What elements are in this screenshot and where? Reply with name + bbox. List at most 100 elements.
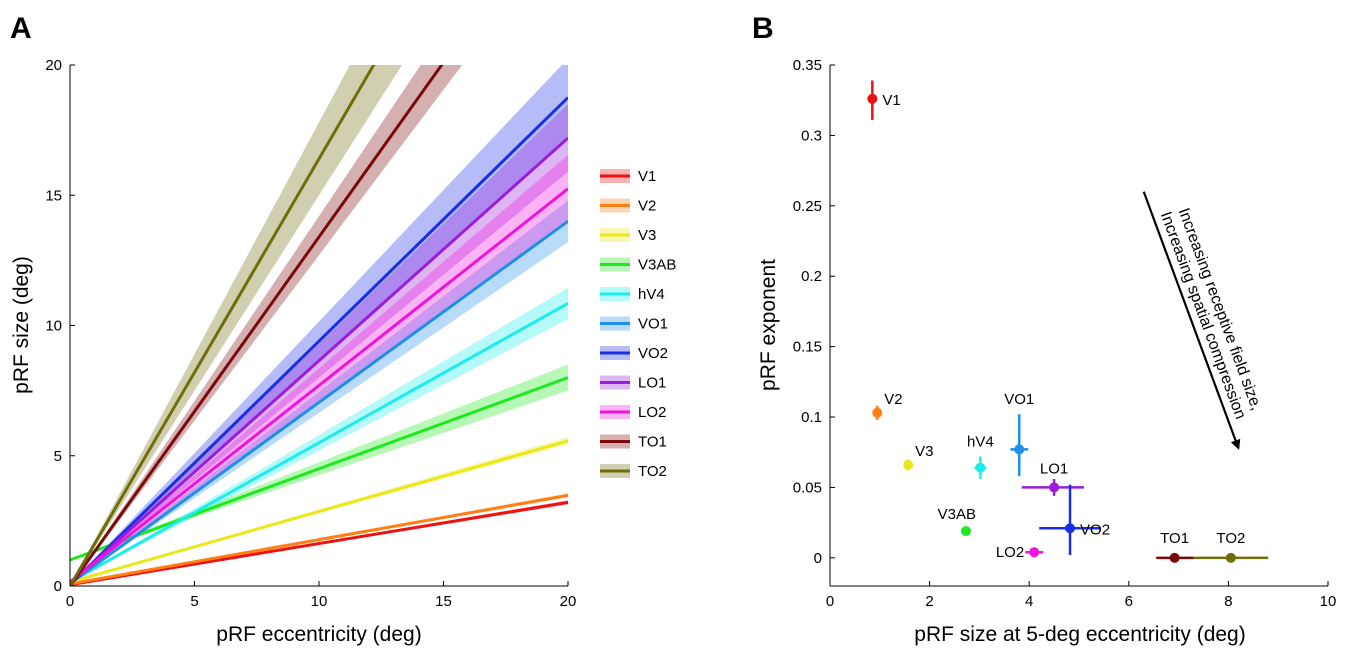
panel-a-y-axis-label: pRF size (deg) — [10, 256, 33, 394]
panel-label-b: B — [752, 12, 774, 45]
point-label-to1: TO1 — [1160, 530, 1189, 547]
panel-b-scatter-chart: 0 2 4 6 8 10 0 0.05 0.1 0.15 0.2 0.25 0.3 0.35 V1 V2 V3… — [757, 57, 1336, 646]
point-label-hv4: hV4 — [967, 433, 994, 450]
legend-label-to1: TO1 — [638, 434, 667, 451]
band-v3 — [70, 436, 568, 583]
band-vo1 — [70, 200, 568, 584]
point-to2 — [1225, 552, 1236, 563]
line-v3 — [70, 439, 568, 584]
panel-b-y-tick-label: 0.35 — [793, 57, 822, 74]
panel-b-y-tick-label: 0.2 — [801, 268, 822, 285]
line-v1 — [70, 500, 568, 586]
point-label-lo1: LO1 — [1040, 460, 1068, 477]
point-label-lo2: LO2 — [996, 544, 1024, 561]
point-vo1 — [1014, 444, 1025, 455]
point-lo1 — [1049, 482, 1060, 493]
point-to1 — [1169, 552, 1180, 563]
point-v1 — [867, 93, 878, 104]
point-v2 — [872, 407, 883, 418]
panel-b-x-tick-label: 0 — [826, 593, 834, 610]
panel-b-annotation: Increasing receptive field size, Increas… — [1142, 191, 1265, 450]
panel-a-legend: V1 V2 V3 V3AB hV4 VO1 VO2 LO1 LO2 TO1 TO2 — [600, 168, 676, 480]
panel-b-x-tick-label: 6 — [1125, 593, 1133, 610]
legend-label-vo1: VO1 — [638, 316, 668, 333]
band-vo2 — [70, 65, 568, 585]
panel-a-y-tick-label: 20 — [45, 57, 62, 74]
panel-a-series-lines — [70, 65, 568, 586]
panel-b-points: V1 V2 V3 V3AB hV4 VO1 LO1 LO2 VO2 TO1 TO2 — [867, 80, 1269, 563]
line-vo2 — [70, 96, 568, 586]
line-lo1 — [70, 136, 568, 585]
point-label-v3ab: V3AB — [938, 506, 976, 523]
line-v3ab — [70, 376, 568, 562]
panel-a-x-tick-label: 20 — [560, 593, 577, 610]
line-lo2 — [70, 187, 568, 584]
point-group-lo1: LO1 — [1021, 460, 1084, 496]
point-vo2 — [1065, 523, 1076, 534]
panel-b-y-tick-label: 0.25 — [793, 198, 822, 215]
panel-a-x-tick-label: 0 — [66, 593, 74, 610]
point-group-v2: V2 — [872, 391, 903, 420]
point-group-to1: TO1 — [1156, 530, 1194, 563]
legend-label-v3: V3 — [638, 227, 656, 244]
line-vo1 — [70, 220, 568, 585]
panel-b-x-tick-label: 4 — [1025, 593, 1033, 610]
panel-b-y-tick-label: 0.05 — [793, 479, 822, 496]
panel-a-confidence-bands — [70, 65, 568, 586]
panel-b-y-tick-label: 0 — [814, 550, 822, 567]
point-group-vo2: VO2 — [1039, 484, 1110, 556]
panel-label-a: A — [10, 12, 32, 45]
legend-label-lo2: LO2 — [638, 404, 666, 421]
line-v2 — [70, 493, 568, 586]
line-hv4 — [70, 302, 568, 584]
panel-a-x-tick-label: 5 — [190, 593, 198, 610]
point-group-to2: TO2 — [1193, 530, 1269, 563]
panel-a-x-axis-label: pRF eccentricity (deg) — [216, 623, 421, 646]
band-hv4 — [70, 287, 568, 583]
panel-a-y-tick-label: 5 — [54, 448, 62, 465]
point-label-v2: V2 — [884, 391, 902, 408]
point-group-lo2: LO2 — [996, 544, 1044, 561]
line-to2 — [70, 65, 376, 586]
panel-a-line-chart: 0 5 10 15 20 0 5 10 15 20 V1 V2 V3 V3AB hV4 VO1 VO2 LO1 L… — [10, 57, 676, 646]
point-label-vo2: VO2 — [1080, 521, 1110, 538]
point-label-to2: TO2 — [1216, 530, 1245, 547]
point-hv4 — [975, 462, 986, 473]
direction-arrow — [1142, 191, 1241, 450]
panel-b-x-tick-label: 2 — [925, 593, 933, 610]
point-group-hv4: hV4 — [967, 433, 994, 479]
panel-b-y-tick-label: 0.1 — [801, 409, 822, 426]
point-label-v1: V1 — [882, 92, 900, 109]
panel-b-x-tick-label: 10 — [1320, 593, 1337, 610]
line-to1 — [70, 65, 444, 586]
band-to1 — [70, 65, 463, 586]
legend-label-v2: V2 — [638, 198, 656, 215]
panel-b-x-axis-label: pRF size at 5-deg eccentricity (deg) — [914, 623, 1245, 646]
panel-b-x-tick-label: 8 — [1224, 593, 1232, 610]
panel-b-y-tick-label: 0.3 — [801, 127, 822, 144]
legend-label-vo2: VO2 — [638, 345, 668, 362]
panel-b-y-tick-label: 0.15 — [793, 339, 822, 356]
point-label-v3: V3 — [915, 443, 933, 460]
point-group-v1: V1 — [867, 80, 901, 120]
panel-a-x-tick-label: 15 — [435, 593, 452, 610]
legend-label-hv4: hV4 — [638, 286, 665, 303]
point-lo2 — [1029, 547, 1040, 558]
legend-label-lo1: LO1 — [638, 375, 666, 392]
panel-a-y-tick-label: 15 — [45, 187, 62, 204]
point-group-vo1: VO1 — [1004, 391, 1034, 477]
panel-b-axes: 0 2 4 6 8 10 0 0.05 0.1 0.15 0.2 0.25 0.3 0.35 — [793, 57, 1337, 610]
band-lo2 — [70, 154, 568, 583]
point-label-vo1: VO1 — [1004, 391, 1034, 408]
panel-a-y-tick-label: 10 — [45, 318, 62, 335]
panel-a-axes: 0 5 10 15 20 0 5 10 15 20 — [45, 57, 576, 610]
legend-label-v1: V1 — [638, 168, 656, 185]
panel-a-x-tick-label: 10 — [311, 593, 328, 610]
panel-b-y-axis-label: pRF exponent — [757, 259, 780, 391]
legend-label-to2: TO2 — [638, 463, 667, 480]
point-v3ab — [960, 526, 971, 537]
band-v2 — [70, 493, 568, 584]
point-group-v3: V3 — [903, 443, 934, 471]
point-group-v3ab: V3AB — [938, 506, 976, 537]
